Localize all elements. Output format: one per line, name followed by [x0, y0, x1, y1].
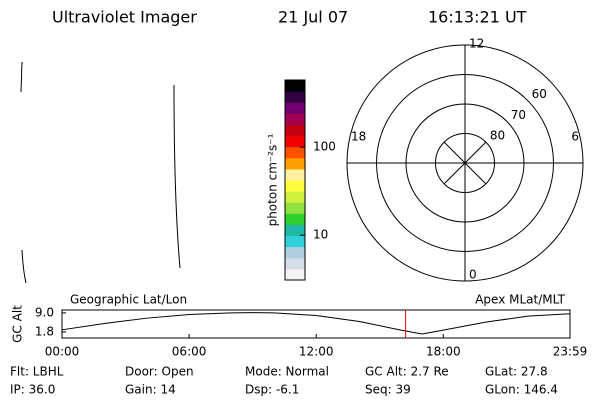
x-tick-label: 18:00	[426, 345, 461, 359]
colorbar-label: photon cm⁻²s⁻¹	[266, 133, 280, 226]
y-axis-label: GC Alt	[11, 305, 25, 343]
colorbar-segment	[285, 113, 305, 125]
time: 16:13:21 UT	[428, 8, 527, 27]
chart-title: Geographic Lat/Lon	[70, 293, 187, 307]
status-field: Mode: Normal	[245, 365, 329, 379]
plot-frame	[61, 309, 571, 339]
x-tick-label: 23:59	[553, 345, 588, 359]
polar-ring-label: 60	[532, 87, 547, 101]
status-field: Seq: 39	[365, 383, 411, 397]
colorbar-segment	[285, 80, 305, 92]
colorbar-segment	[285, 191, 305, 203]
status-field: Dsp: -6.1	[245, 383, 299, 397]
colorbar-segment	[285, 268, 305, 281]
colorbar-segment	[285, 180, 305, 192]
colorbar-segment	[285, 168, 305, 181]
x-tick-label: 12:00	[299, 345, 334, 359]
polar-hour-label: 18	[351, 130, 366, 144]
polar-ring-label: 80	[490, 129, 505, 143]
status-field: GLat: 27.8	[485, 365, 548, 379]
status-field: GC Alt: 2.7 Re	[365, 365, 449, 379]
polar-ring-label: 70	[511, 108, 526, 122]
colorbar-segment	[285, 124, 305, 137]
colorbar-segment	[285, 102, 305, 114]
title: Ultraviolet Imager	[52, 8, 197, 27]
colorbar-segment	[285, 146, 305, 159]
polar-hour-label: 0	[469, 268, 477, 282]
chart-subtitle: Apex MLat/MLT	[475, 293, 565, 307]
status-field: Door: Open	[125, 365, 194, 379]
y-tick-label: 1.8	[35, 324, 54, 338]
x-tick-label: 00:00	[45, 345, 80, 359]
colorbar-segment	[285, 213, 305, 225]
colorbar-segment	[285, 257, 305, 270]
altitude-line	[61, 312, 571, 335]
status-field: Gain: 14	[125, 383, 176, 397]
colorbar-tick-label: 10	[313, 228, 328, 242]
colorbar-segment	[285, 202, 305, 214]
colorbar-segment	[285, 235, 305, 248]
status-field: IP: 36.0	[10, 383, 55, 397]
colorbar-tick-label: 100	[313, 140, 336, 154]
x-tick-label: 06:00	[172, 345, 207, 359]
status-field: GLon: 146.4	[485, 383, 558, 397]
polar-hour-label: 12	[469, 37, 484, 51]
colorbar-segment	[285, 246, 305, 259]
date: 21 Jul 07	[278, 8, 348, 27]
colorbar-segment	[285, 135, 305, 148]
status-field: Flt: LBHL	[10, 365, 64, 379]
colorbar-frame	[284, 79, 306, 281]
polar-diagonals	[443, 141, 487, 185]
colorbar-segment	[285, 224, 305, 237]
colorbar-segment	[285, 91, 305, 103]
colorbar-segment	[285, 157, 305, 170]
polar-hour-label: 6	[571, 130, 579, 144]
y-tick-label: 9.0	[35, 305, 54, 319]
image-arcs	[20, 61, 181, 284]
